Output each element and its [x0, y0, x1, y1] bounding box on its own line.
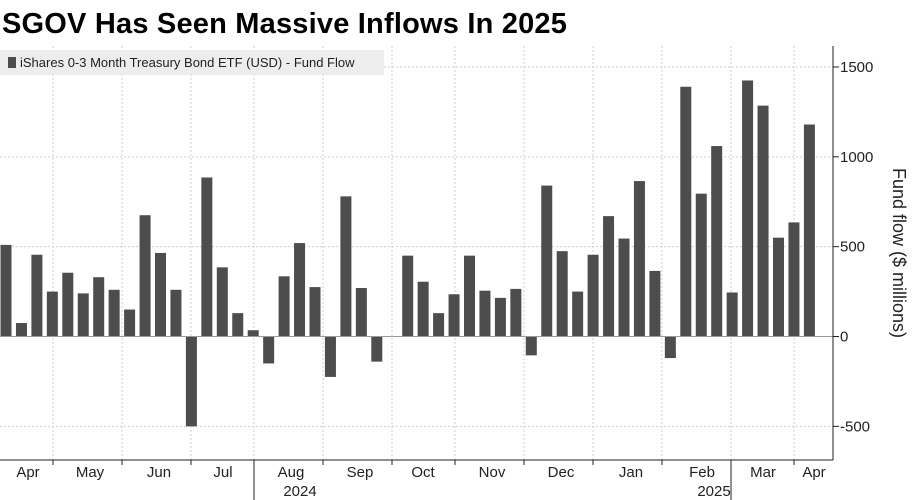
x-tick-label: Jul — [213, 464, 232, 481]
bar — [77, 293, 89, 337]
bar — [695, 193, 707, 337]
x-tick-label: Sep — [347, 464, 374, 481]
x-tick-label: Dec — [548, 464, 575, 481]
bar — [633, 181, 645, 337]
bar — [618, 238, 630, 337]
bar — [46, 291, 58, 337]
bar — [479, 290, 491, 337]
bar — [93, 277, 105, 337]
bar — [556, 251, 568, 337]
bar — [494, 297, 506, 337]
bar — [371, 336, 383, 362]
bar — [541, 185, 553, 337]
bar — [294, 243, 306, 337]
bar — [510, 288, 522, 337]
x-tick-label: Aug — [278, 464, 305, 481]
bar — [417, 281, 429, 337]
bar — [572, 291, 584, 337]
bar — [587, 254, 599, 337]
bar — [0, 244, 12, 337]
bar — [62, 272, 74, 337]
x-year-label: 2025 — [697, 483, 730, 500]
bar — [788, 222, 800, 337]
x-tick-label: Feb — [689, 464, 715, 481]
bar — [742, 80, 754, 337]
y-axis-label: Fund flow ($ millions) — [889, 168, 909, 338]
x-tick-label: May — [76, 464, 105, 481]
bar — [464, 255, 475, 337]
axes: -500 0 500 1000 1500 Apr May Jun Jul Aug Sep Oct Nov… — [0, 46, 873, 500]
x-tick-label: Oct — [411, 464, 435, 481]
bar — [711, 146, 723, 337]
x-tick-label: Jan — [619, 464, 643, 481]
bar — [139, 215, 151, 337]
bar — [448, 294, 460, 337]
x-tick-label: Apr — [802, 464, 825, 481]
bar — [216, 267, 228, 337]
bar — [726, 292, 738, 337]
bar — [185, 336, 197, 427]
bar — [773, 237, 784, 337]
bar — [664, 336, 676, 359]
gridlines — [0, 46, 833, 460]
bar — [525, 336, 537, 356]
bar — [649, 270, 661, 337]
bar — [757, 105, 769, 337]
x-year-label: 2024 — [283, 483, 316, 500]
bar — [31, 254, 43, 337]
legend-swatch — [8, 57, 16, 68]
bar — [355, 287, 367, 337]
bar — [324, 336, 336, 377]
y-tick-label: 0 — [840, 329, 848, 346]
bar — [201, 177, 213, 337]
bar — [124, 309, 136, 337]
legend-background — [0, 50, 384, 75]
y-tick-label: 1000 — [840, 149, 873, 166]
bar — [278, 276, 290, 337]
bar — [603, 216, 615, 337]
bar — [170, 289, 182, 337]
bar — [108, 289, 120, 337]
x-tick-label: Apr — [16, 464, 39, 481]
bar — [433, 313, 445, 337]
bar — [247, 330, 259, 337]
bar — [803, 124, 815, 337]
bar — [232, 313, 244, 337]
y-tick-label: 500 — [840, 239, 865, 256]
legend-label: iShares 0-3 Month Treasury Bond ETF (USD… — [20, 55, 355, 70]
legend: iShares 0-3 Month Treasury Bond ETF (USD… — [0, 50, 384, 75]
y-tick-label: -500 — [840, 418, 870, 435]
x-tick-label: Nov — [479, 464, 506, 481]
chart-title: SGOV Has Seen Massive Inflows In 2025 — [2, 8, 568, 40]
x-tick-label: Jun — [147, 464, 171, 481]
bar — [155, 252, 166, 337]
bar — [15, 323, 27, 337]
bar — [263, 336, 275, 364]
bar — [402, 255, 414, 337]
x-tick-label: Mar — [750, 464, 776, 481]
bar — [309, 287, 321, 337]
bars — [0, 80, 815, 427]
bar — [680, 86, 692, 337]
bar — [340, 196, 352, 337]
y-tick-label: 1500 — [840, 59, 873, 76]
